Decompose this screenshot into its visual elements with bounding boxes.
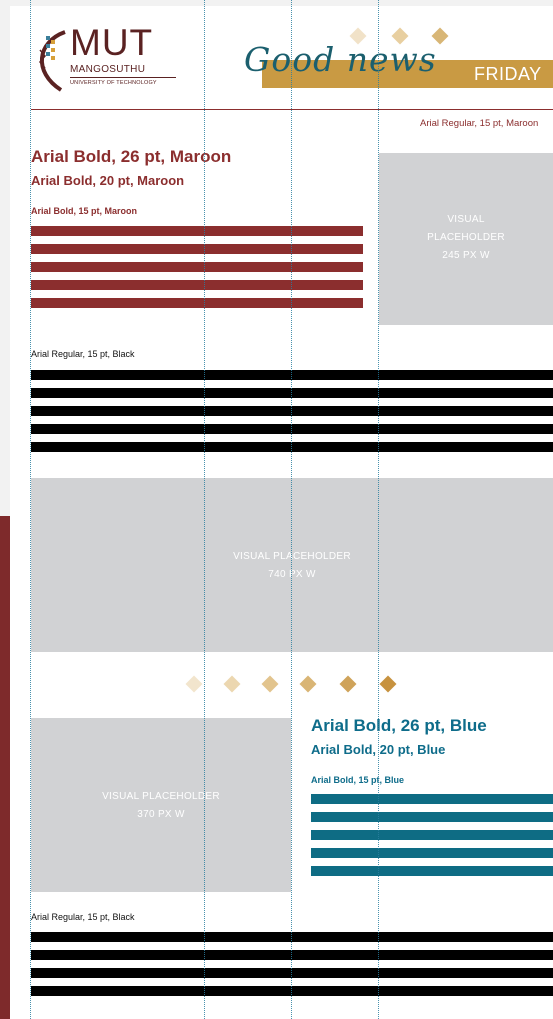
black-text-line <box>31 406 553 416</box>
black-text-line <box>31 968 553 978</box>
blue-text-line <box>311 866 553 876</box>
good-news-banner <box>262 60 553 88</box>
placeholder-label: VISUAL <box>447 214 485 225</box>
visual-placeholder-wide: VISUAL PLACEHOLDER 740 PX W <box>31 478 553 652</box>
placeholder-label: PLACEHOLDER <box>427 232 505 243</box>
visual-placeholder-small: VISUAL PLACEHOLDER 245 PX W <box>379 153 553 325</box>
blue-text-line <box>311 812 553 822</box>
layout-guide <box>378 0 379 1019</box>
placeholder-label: VISUAL PLACEHOLDER <box>102 791 220 802</box>
blue-text-line <box>311 830 553 840</box>
banner-day: FRIDAY <box>474 64 542 84</box>
maroon-text-line <box>31 280 363 290</box>
logo-subtitle: MANGOSUTHU <box>70 64 146 75</box>
blue-text-line <box>311 794 553 804</box>
black-text-line <box>31 986 553 996</box>
maroon-text-line <box>31 262 363 272</box>
heading-large-blue: Arial Bold, 26 pt, Blue <box>311 716 487 735</box>
black-text-line <box>31 442 553 452</box>
placeholder-label: VISUAL PLACEHOLDER <box>233 551 351 562</box>
maroon-text-line <box>31 244 363 254</box>
black-text-line <box>31 424 553 434</box>
placeholder-size: 740 PX W <box>268 569 316 580</box>
visual-placeholder-medium: VISUAL PLACEHOLDER 370 PX W <box>31 718 291 892</box>
placeholder-size: 370 PX W <box>137 809 185 820</box>
maroon-text-line <box>31 226 363 236</box>
black-text-line <box>31 388 553 398</box>
mut-logo <box>31 26 191 92</box>
layout-guide <box>291 0 292 1019</box>
layout-guide <box>204 0 205 1019</box>
placeholder-size: 245 PX W <box>442 250 490 261</box>
banner-script-title: Good news <box>244 40 437 79</box>
maroon-text-line <box>31 298 363 308</box>
body-label-black: Arial Regular, 15 pt, Black <box>31 912 135 922</box>
logo-divider <box>70 77 176 78</box>
layout-guide <box>30 0 31 1019</box>
meta-label: Arial Regular, 15 pt, Maroon <box>420 118 539 129</box>
heading-small-maroon: Arial Bold, 15 pt, Maroon <box>31 206 138 216</box>
header-divider <box>31 109 553 110</box>
black-text-line <box>31 950 553 960</box>
black-text-line <box>31 932 553 942</box>
heading-large-maroon: Arial Bold, 26 pt, Maroon <box>31 147 232 166</box>
logo-emblem-icon <box>39 30 66 92</box>
heading-small-blue: Arial Bold, 15 pt, Blue <box>311 775 405 785</box>
logo-wordmark: MUT <box>70 22 154 63</box>
black-text-line <box>31 370 553 380</box>
logo-tagline: UNIVERSITY OF TECHNOLOGY <box>70 80 157 86</box>
heading-medium-maroon: Arial Bold, 20 pt, Maroon <box>31 173 185 188</box>
blue-text-line <box>311 848 553 858</box>
maroon-side-band <box>0 516 10 1019</box>
body-label-black: Arial Regular, 15 pt, Black <box>31 349 135 359</box>
